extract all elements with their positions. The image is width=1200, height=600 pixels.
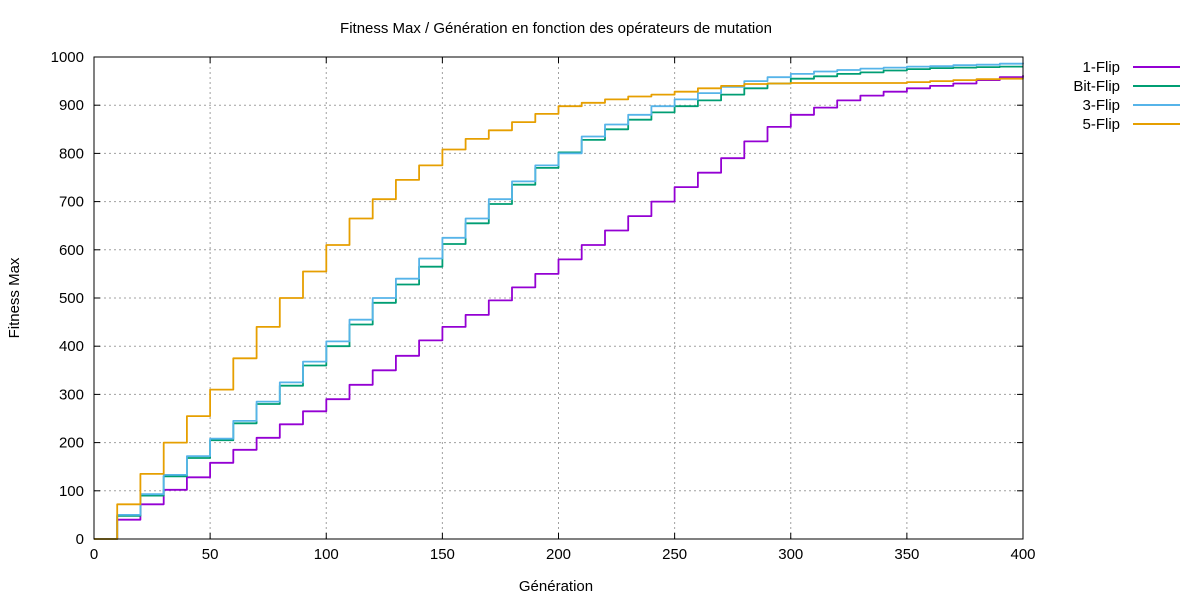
y-tick-label: 900 [59,97,84,114]
y-tick-label: 600 [59,242,84,259]
grid [94,57,1023,539]
y-axis-label: Fitness Max [6,257,23,338]
axis-ticks: 0 50 100 150 200 250 300 350 400 0 100 200 300 400 500… [51,49,1036,563]
legend-label-1-flip: 1-Flip [1082,59,1120,76]
y-tick-label: 800 [59,145,84,162]
x-tick-label: 250 [662,546,687,563]
y-tick-label: 0 [76,531,84,548]
series-lines [94,62,1024,540]
x-axis-label: Génération [519,578,593,595]
legend-label-bit-flip: Bit-Flip [1073,78,1120,95]
y-tick-label: 500 [59,290,84,307]
y-tick-label: 1000 [51,49,84,66]
series-line-3-flip [94,62,1024,540]
series-line-5-flip [94,77,1024,540]
legend-label-3-flip: 3-Flip [1082,97,1120,114]
x-tick-label: 350 [894,546,919,563]
legend: 1-Flip Bit-Flip 3-Flip 5-Flip [1073,59,1180,133]
x-tick-label: 0 [90,546,98,563]
y-tick-label: 200 [59,435,84,452]
x-tick-label: 400 [1010,546,1035,563]
y-tick-label: 400 [59,338,84,355]
y-tick-label: 300 [59,386,84,403]
x-tick-label: 150 [430,546,455,563]
x-tick-label: 50 [202,546,219,563]
x-tick-label: 300 [778,546,803,563]
series-line-1-flip [94,75,1024,540]
x-tick-label: 100 [314,546,339,563]
legend-label-5-flip: 5-Flip [1082,116,1120,133]
x-tick-label: 200 [546,546,571,563]
y-tick-label: 700 [59,194,84,211]
y-tick-label: 100 [59,483,84,500]
chart-title: Fitness Max / Génération en fonction des… [340,20,772,37]
